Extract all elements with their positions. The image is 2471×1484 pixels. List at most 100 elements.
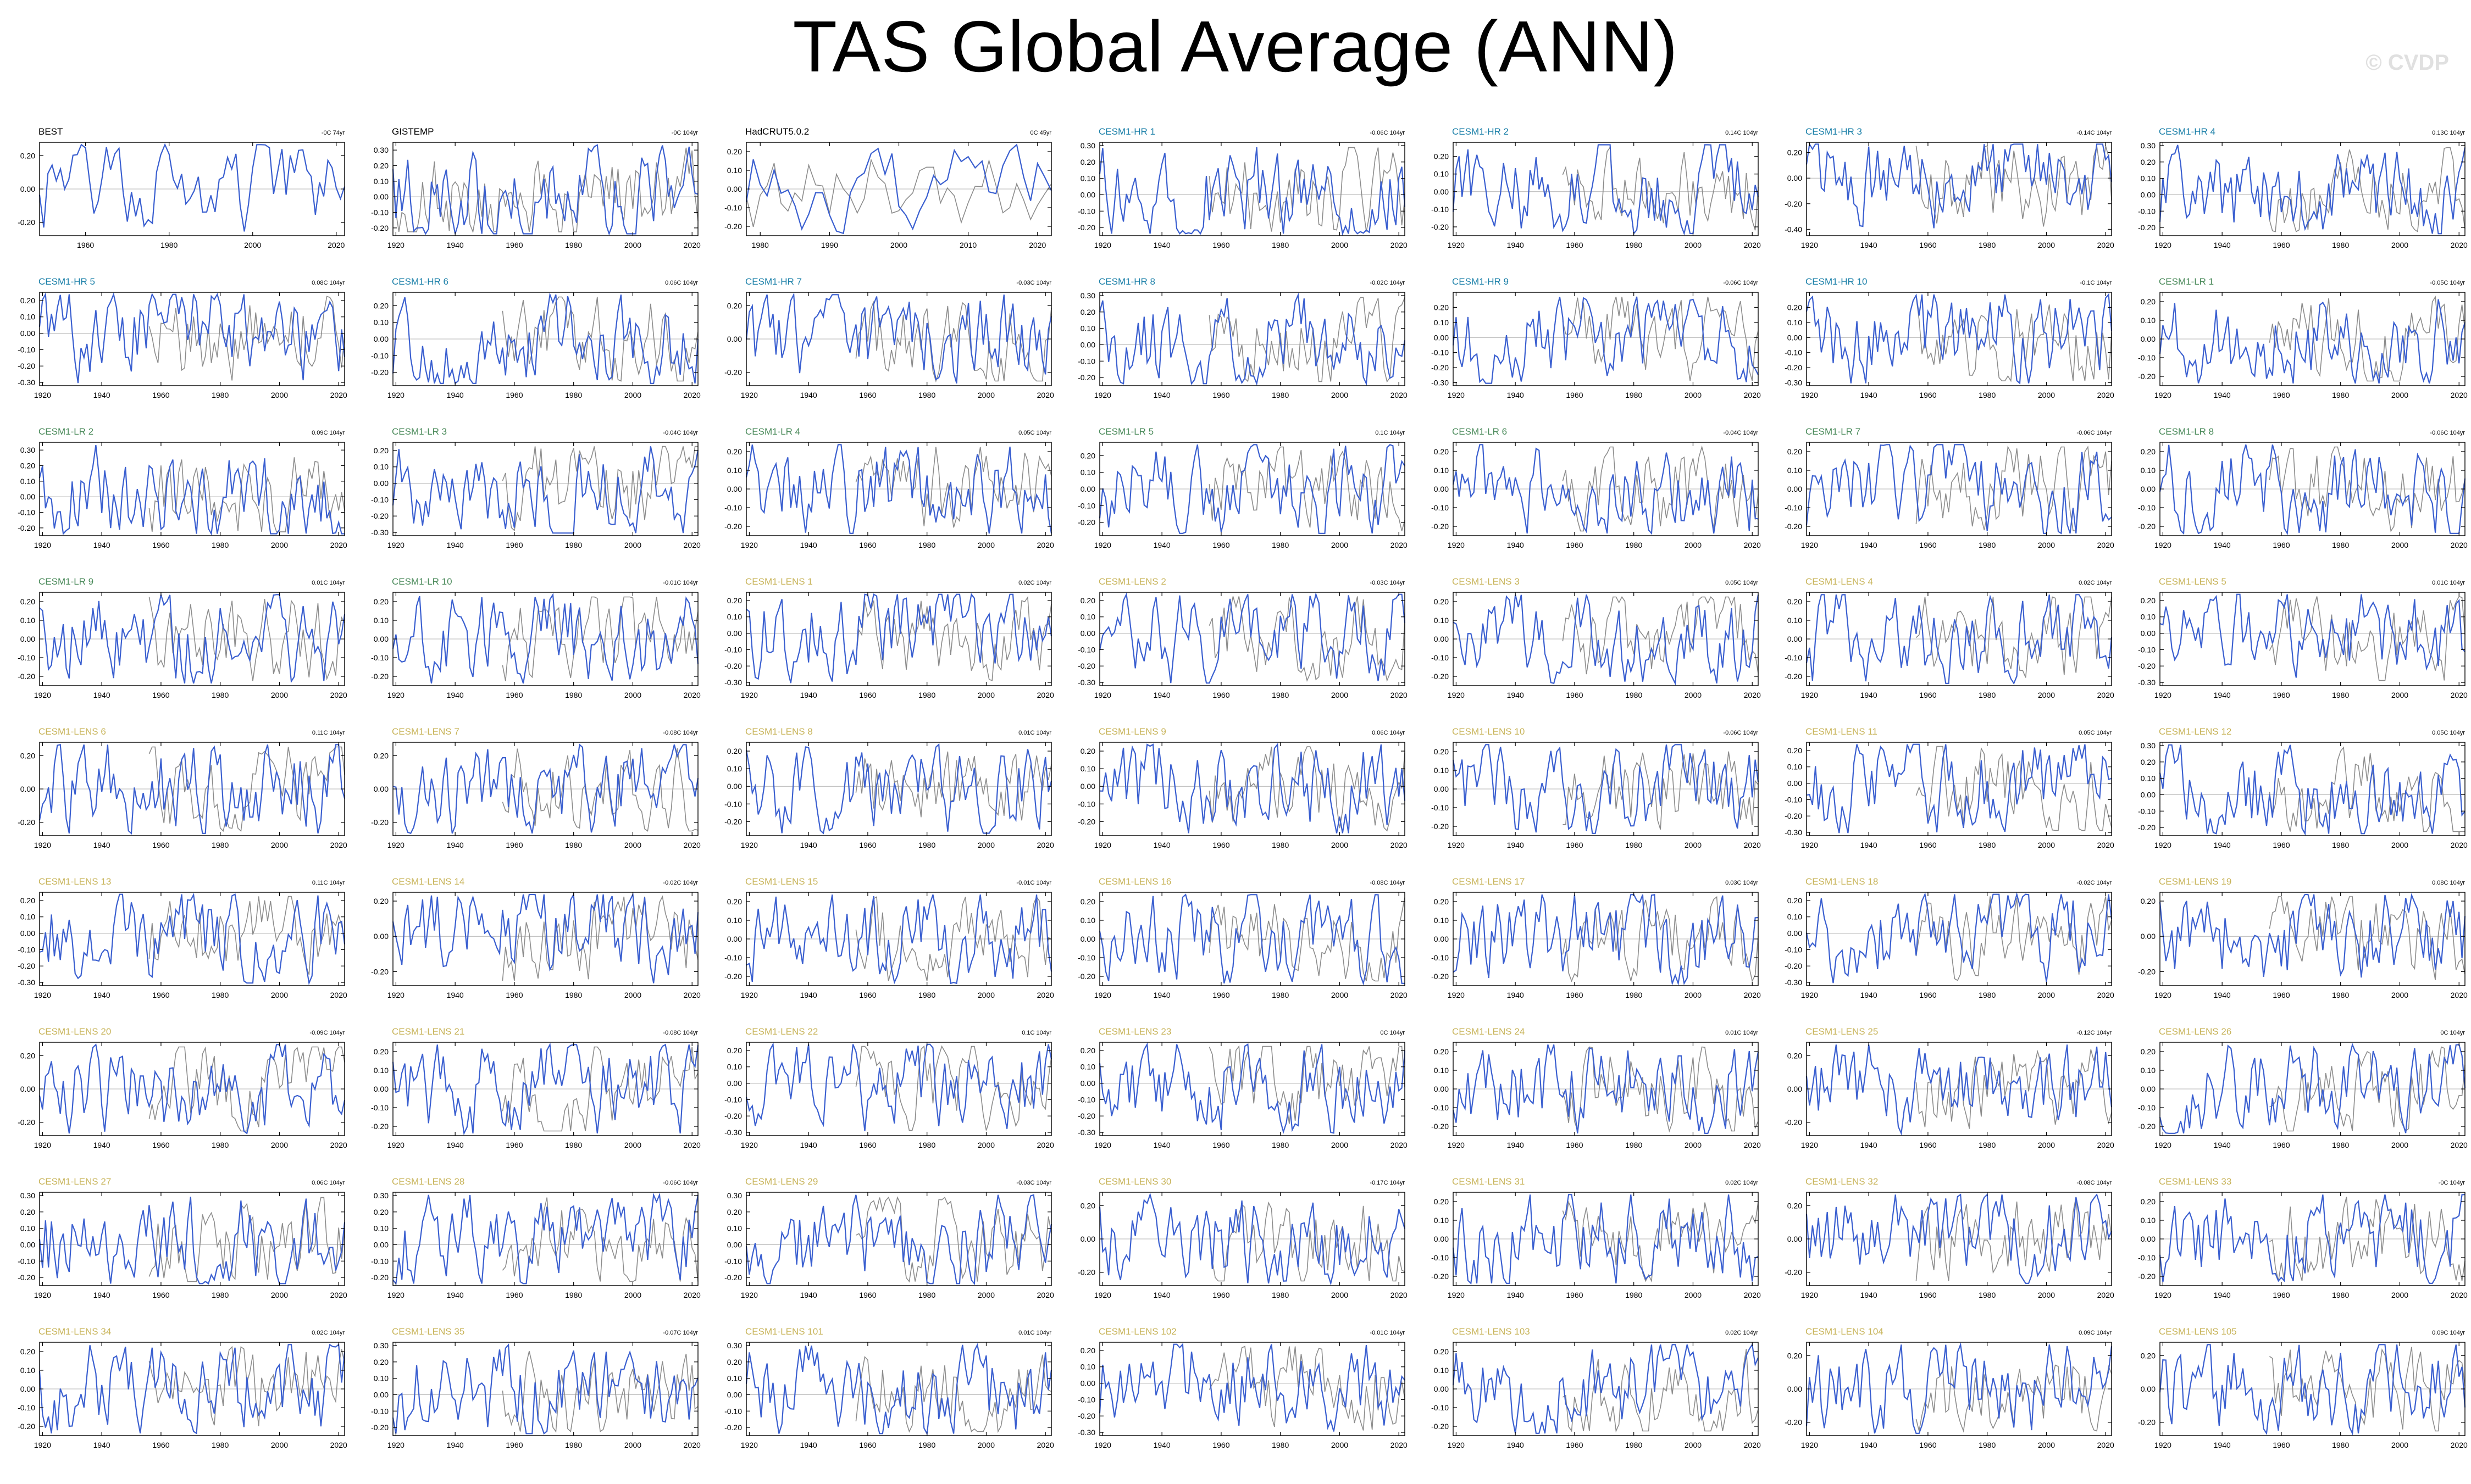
y-tick-label: 0.30 xyxy=(20,446,35,454)
series-model-line xyxy=(1452,1343,1759,1434)
y-tick-label: -0.20 xyxy=(1078,972,1095,981)
panel-trend: 0.05C 104yr xyxy=(2079,730,2112,736)
series-obs-line xyxy=(855,447,1052,528)
x-tick-label: 1940 xyxy=(1154,1441,1171,1449)
panel-trend: 0.01C 104yr xyxy=(1018,1330,1051,1336)
x-tick-label: 1960 xyxy=(1212,541,1229,549)
x-tick-label: 1960 xyxy=(152,1291,169,1299)
y-tick-label: 0.10 xyxy=(727,1063,742,1071)
y-tick-label: -0.20 xyxy=(1431,1122,1449,1131)
panel-trend: 0.02C 104yr xyxy=(2079,580,2112,586)
x-tick-label: 2020 xyxy=(1037,1291,1054,1299)
x-tick-label: 1940 xyxy=(1507,391,1524,399)
panel: CESM1-LENS 29 -0.03C 104yr -0.20 -0.10 0.00 0… xyxy=(724,1176,1054,1299)
y-tick-label: 0.20 xyxy=(1434,1197,1449,1206)
series-obs-line xyxy=(855,751,1052,821)
x-tick-label: 2000 xyxy=(2038,991,2055,999)
panel-trend: -0.05C 104yr xyxy=(2430,280,2465,286)
x-tick-label: 1920 xyxy=(1801,241,1818,249)
series-model-line xyxy=(2159,1042,2466,1134)
y-tick-label: 0.10 xyxy=(374,463,389,471)
y-tick-label: -0.10 xyxy=(2138,207,2156,215)
x-tick-label: 1960 xyxy=(1919,991,1936,999)
panel-title: CESM1-LENS 21 xyxy=(392,1026,464,1037)
y-tick-label: -0.10 xyxy=(1078,645,1095,654)
x-tick-label: 1960 xyxy=(506,541,523,549)
x-tick-label: 1980 xyxy=(1625,1291,1642,1299)
x-tick-label: 2000 xyxy=(1685,841,1702,849)
panel-title: CESM1-LR 1 xyxy=(2159,276,2214,287)
panel-trend: 0.13C 104yr xyxy=(2432,130,2465,136)
panel: CESM1-HR 8 -0.02C 104yr -0.20 -0.10 0.00 0.10… xyxy=(1078,276,1408,399)
panel: CESM1-LENS 3 0.05C 104yr -0.20 -0.10 0.00 0.1… xyxy=(1431,576,1761,699)
x-tick-label: 1940 xyxy=(1507,1141,1524,1149)
x-tick-label: 1940 xyxy=(447,1441,464,1449)
series-obs-line xyxy=(855,301,1052,383)
y-tick-label: 0.00 xyxy=(374,335,389,343)
x-tick-label: 2020 xyxy=(1744,691,1761,699)
series-obs-line xyxy=(1915,596,2112,678)
y-tick-label: -0.20 xyxy=(1785,812,1802,820)
panel-title: CESM1-LENS 20 xyxy=(38,1026,111,1037)
x-tick-label: 1920 xyxy=(1448,1291,1465,1299)
x-tick-label: 2000 xyxy=(1331,541,1348,549)
x-tick-label: 2000 xyxy=(1685,1141,1702,1149)
x-tick-label: 1980 xyxy=(565,1291,582,1299)
series-obs-line xyxy=(1209,746,1405,832)
x-tick-label: 2000 xyxy=(1331,841,1348,849)
y-tick-label: -0.20 xyxy=(371,818,389,827)
panel: BEST -0C 74yr -0.20 0.00 0.20 1960 1980 2000 202… xyxy=(18,126,346,249)
series-obs-line xyxy=(1209,1346,1405,1431)
y-tick-label: -0.10 xyxy=(1078,1095,1095,1104)
y-tick-label: -0.10 xyxy=(18,345,35,354)
series-model-line xyxy=(38,1343,346,1435)
x-tick-label: 1920 xyxy=(1448,691,1465,699)
y-tick-label: 0.00 xyxy=(374,635,389,643)
panel: CESM1-LENS 7 -0.08C 104yr -0.20 0.00 0.20 192… xyxy=(371,726,701,849)
y-tick-label: -0.20 xyxy=(18,818,35,827)
x-tick-label: 1920 xyxy=(1094,1141,1111,1149)
y-tick-label: 0.20 xyxy=(2141,897,2156,905)
panel-title: CESM1-LENS 19 xyxy=(2159,876,2231,887)
series-obs-line xyxy=(855,596,1052,681)
x-tick-label: 2000 xyxy=(2391,841,2408,849)
x-tick-label: 1920 xyxy=(1094,841,1111,849)
y-tick-label: 0.10 xyxy=(374,318,389,327)
y-tick-label: -0.20 xyxy=(1785,1268,1802,1277)
series-model-line xyxy=(1452,1194,1759,1285)
y-tick-label: -0.30 xyxy=(1785,828,1802,837)
y-tick-label: -0.10 xyxy=(1785,503,1802,512)
x-tick-label: 1940 xyxy=(1154,541,1171,549)
panel: CESM1-LR 9 0.01C 104yr -0.20 -0.10 0.00 0.10 0… xyxy=(18,576,347,699)
x-tick-label: 1980 xyxy=(918,991,935,999)
x-tick-label: 1960 xyxy=(1566,241,1583,249)
x-tick-label: 1980 xyxy=(565,841,582,849)
y-tick-label: -0.20 xyxy=(1431,223,1449,231)
y-tick-label: 0.00 xyxy=(727,935,742,943)
plot-frame xyxy=(392,892,699,986)
panel-trend: -0.03C 104yr xyxy=(1016,1180,1051,1186)
y-tick-label: -0.30 xyxy=(1785,978,1802,987)
y-tick-label: 0.10 xyxy=(2141,1216,2156,1225)
x-tick-label: 1960 xyxy=(1919,541,1936,549)
y-tick-label: -0.10 xyxy=(371,495,389,504)
x-tick-label: 1980 xyxy=(565,1441,582,1449)
x-tick-label: 1920 xyxy=(741,991,758,999)
series-obs-line xyxy=(1209,1045,1405,1124)
series-obs-line xyxy=(2269,1347,2466,1432)
x-tick-label: 2000 xyxy=(624,991,641,999)
y-tick-label: -0.20 xyxy=(18,1422,35,1431)
x-tick-label: 1960 xyxy=(1566,1291,1583,1299)
y-tick-label: 0.00 xyxy=(1787,485,1802,493)
panel-title: CESM1-LENS 104 xyxy=(1805,1326,1883,1337)
y-tick-label: 0.20 xyxy=(1081,1046,1095,1055)
y-tick-label: 0.10 xyxy=(1081,916,1095,925)
y-tick-label: 0.00 xyxy=(20,635,35,643)
y-tick-label: 0.30 xyxy=(20,1191,35,1200)
x-tick-label: 2020 xyxy=(1390,391,1408,399)
series-obs-line xyxy=(1209,147,1405,232)
series-obs-line xyxy=(392,147,699,234)
x-tick-label: 2000 xyxy=(244,241,261,249)
panel-trend: -0.1C 104yr xyxy=(2080,280,2112,286)
x-tick-label: 2020 xyxy=(1037,391,1054,399)
